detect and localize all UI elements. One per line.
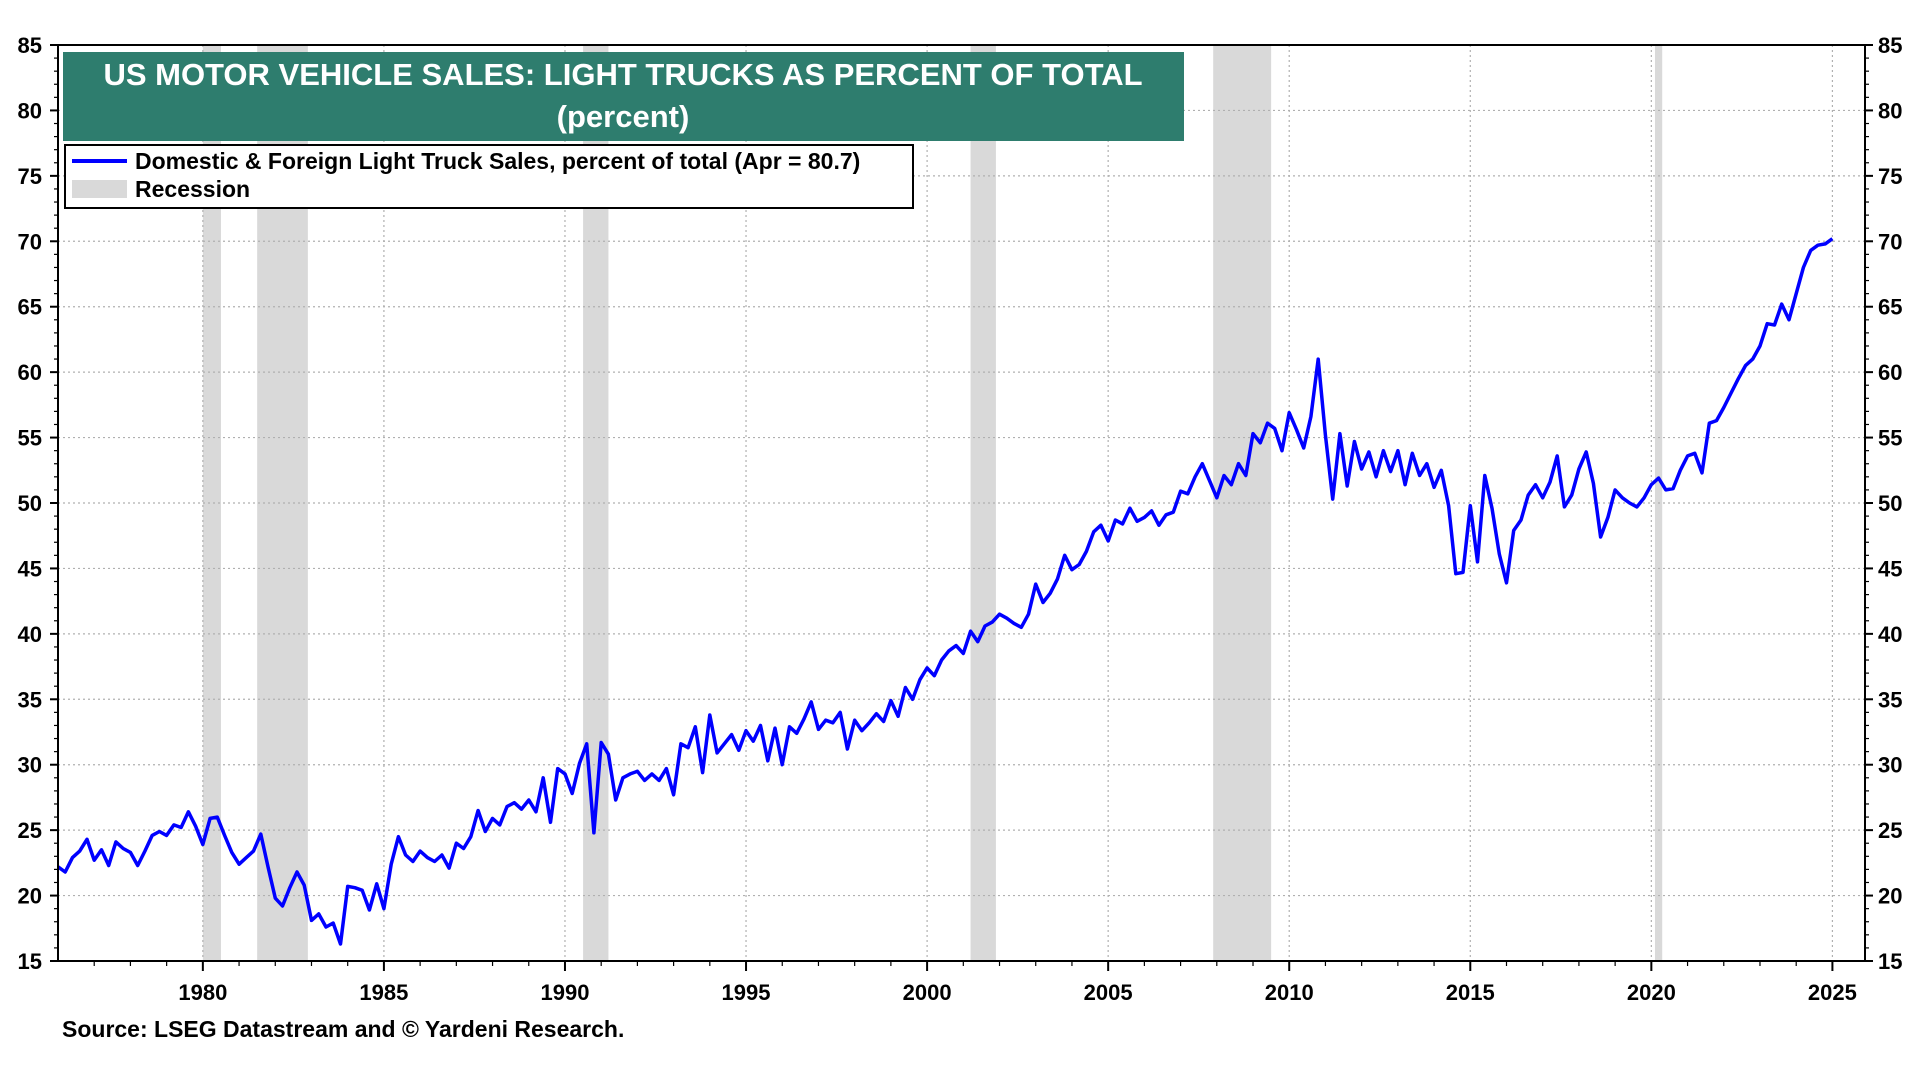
legend-label-recession: Recession — [135, 176, 250, 202]
y-tick-label-right-85: 85 — [1878, 33, 1902, 58]
x-tick-label-2000: 2000 — [903, 980, 952, 1005]
legend-label-series: Domestic & Foreign Light Truck Sales, pe… — [135, 148, 860, 174]
x-tick-label-2015: 2015 — [1446, 980, 1495, 1005]
legend-recession-swatch — [72, 180, 127, 198]
recession-band-4 — [1213, 45, 1272, 961]
y-tick-label-right-20: 20 — [1878, 884, 1902, 909]
x-tick-label-2010: 2010 — [1265, 980, 1314, 1005]
y-tick-label-left-20: 20 — [18, 884, 42, 909]
legend: Domestic & Foreign Light Truck Sales, pe… — [64, 144, 914, 209]
y-tick-label-left-40: 40 — [18, 622, 42, 647]
recession-band-0 — [202, 45, 221, 961]
y-tick-label-left-55: 55 — [18, 426, 42, 451]
y-tick-label-right-35: 35 — [1878, 687, 1902, 712]
series-lines — [56, 237, 1834, 946]
y-tick-label-right-65: 65 — [1878, 295, 1902, 320]
y-tick-label-left-80: 80 — [18, 98, 42, 123]
y-tick-label-right-45: 45 — [1878, 556, 1902, 581]
y-tick-label-right-40: 40 — [1878, 622, 1902, 647]
y-tick-label-left-65: 65 — [18, 295, 42, 320]
y-tick-label-right-55: 55 — [1878, 426, 1902, 451]
y-tick-label-left-15: 15 — [18, 949, 42, 974]
series-line-0 — [56, 237, 1834, 946]
y-tick-label-right-60: 60 — [1878, 360, 1902, 385]
source-note: Source: LSEG Datastream and © Yardeni Re… — [62, 1016, 624, 1042]
y-tick-label-left-75: 75 — [18, 164, 42, 189]
x-tick-label-2025: 2025 — [1808, 980, 1857, 1005]
title-background — [63, 52, 1184, 141]
chart-title-box: US MOTOR VEHICLE SALES: LIGHT TRUCKS AS … — [63, 52, 1184, 141]
y-tick-label-left-25: 25 — [18, 818, 42, 843]
y-tick-label-left-30: 30 — [18, 753, 42, 778]
y-tick-label-right-50: 50 — [1878, 491, 1902, 516]
x-tick-label-1990: 1990 — [540, 980, 589, 1005]
legend-box — [64, 144, 914, 209]
y-tick-label-left-60: 60 — [18, 360, 42, 385]
x-tick-label-1985: 1985 — [359, 980, 408, 1005]
x-tick-label-1995: 1995 — [722, 980, 771, 1005]
y-tick-label-right-30: 30 — [1878, 753, 1902, 778]
x-tick-label-2005: 2005 — [1084, 980, 1133, 1005]
y-tick-label-left-70: 70 — [18, 229, 42, 254]
y-tick-label-left-45: 45 — [18, 556, 42, 581]
y-tick-label-left-35: 35 — [18, 687, 42, 712]
y-tick-label-right-25: 25 — [1878, 818, 1902, 843]
y-tick-label-right-70: 70 — [1878, 229, 1902, 254]
y-tick-label-right-75: 75 — [1878, 164, 1902, 189]
chart-title: US MOTOR VEHICLE SALES: LIGHT TRUCKS AS … — [103, 57, 1142, 92]
x-tick-label-2020: 2020 — [1627, 980, 1676, 1005]
x-tick-label-1980: 1980 — [178, 980, 227, 1005]
y-tick-label-right-80: 80 — [1878, 98, 1902, 123]
y-tick-label-right-15: 15 — [1878, 949, 1902, 974]
y-tick-label-left-50: 50 — [18, 491, 42, 516]
y-tick-label-left-85: 85 — [18, 33, 42, 58]
chart-subtitle: (percent) — [557, 99, 690, 134]
